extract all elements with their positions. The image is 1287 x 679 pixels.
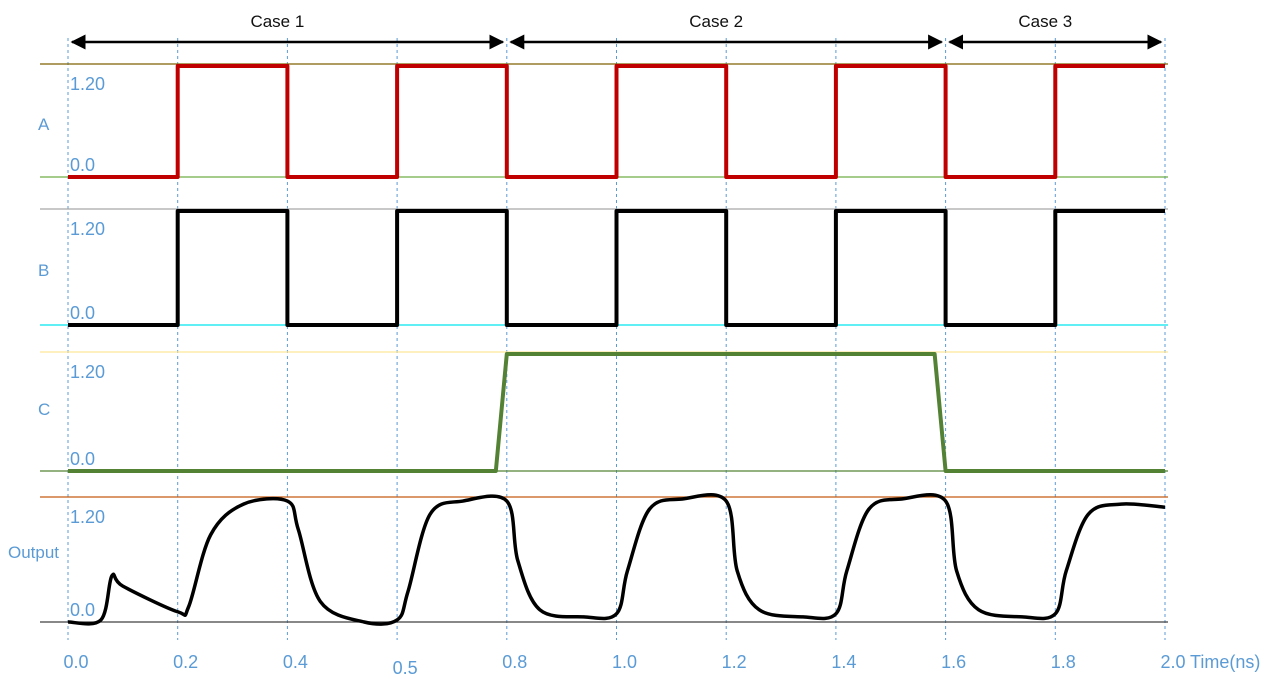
x-tick-label: 2.0 xyxy=(1160,652,1185,672)
x-tick-label: 0.0 xyxy=(63,652,88,672)
chart-grid xyxy=(67,38,1166,640)
series-traces xyxy=(67,64,1166,626)
y-tick-label: 0.0 xyxy=(70,600,95,620)
case-label: Case 3 xyxy=(1018,12,1072,31)
y-tick-labels: 1.20 0.0 1.20 0.0 1.20 0.0 1.20 0.0 xyxy=(70,74,105,620)
y-tick-label: 1.20 xyxy=(70,219,105,239)
channel-label: B xyxy=(38,261,49,280)
y-tick-label: 1.20 xyxy=(70,362,105,382)
y-tick-label: 0.0 xyxy=(70,449,95,469)
y-tick-label: 0.0 xyxy=(70,155,95,175)
y-tick-label: 1.20 xyxy=(70,507,105,527)
channel-label: A xyxy=(38,115,50,134)
y-tick-label: 0.0 xyxy=(70,303,95,323)
channel-labels: A B C Output xyxy=(8,115,59,562)
series-c-trace xyxy=(68,352,1165,473)
x-tick-label: 0.2 xyxy=(173,652,198,672)
series-output-trace xyxy=(67,493,1166,626)
x-tick-label: 0.4 xyxy=(283,652,308,672)
x-tick-label: 0.8 xyxy=(502,652,527,672)
case-annotations: Case 1 Case 2 Case 3 xyxy=(70,12,1163,50)
series-b-trace xyxy=(68,209,1165,327)
x-tick-label: 1.6 xyxy=(941,652,966,672)
x-tick-label: 1.0 xyxy=(612,652,637,672)
case-label: Case 2 xyxy=(689,12,743,31)
case-label: Case 1 xyxy=(250,12,304,31)
x-tick-label: 1.4 xyxy=(831,652,856,672)
series-a-trace xyxy=(68,64,1165,179)
x-tick-label: 1.2 xyxy=(722,652,747,672)
y-tick-label: 1.20 xyxy=(70,74,105,94)
channel-label: Output xyxy=(8,543,59,562)
channel-label: C xyxy=(38,400,50,419)
x-tick-label: 0.5 xyxy=(393,658,418,678)
x-tick-label: 1.8 xyxy=(1051,652,1076,672)
x-axis-label: Time(ns) xyxy=(1190,652,1260,672)
x-tick-labels: 0.0 0.2 0.4 0.5 0.8 1.0 1.2 1.4 1.6 1.8 2.0 xyxy=(63,652,1185,678)
